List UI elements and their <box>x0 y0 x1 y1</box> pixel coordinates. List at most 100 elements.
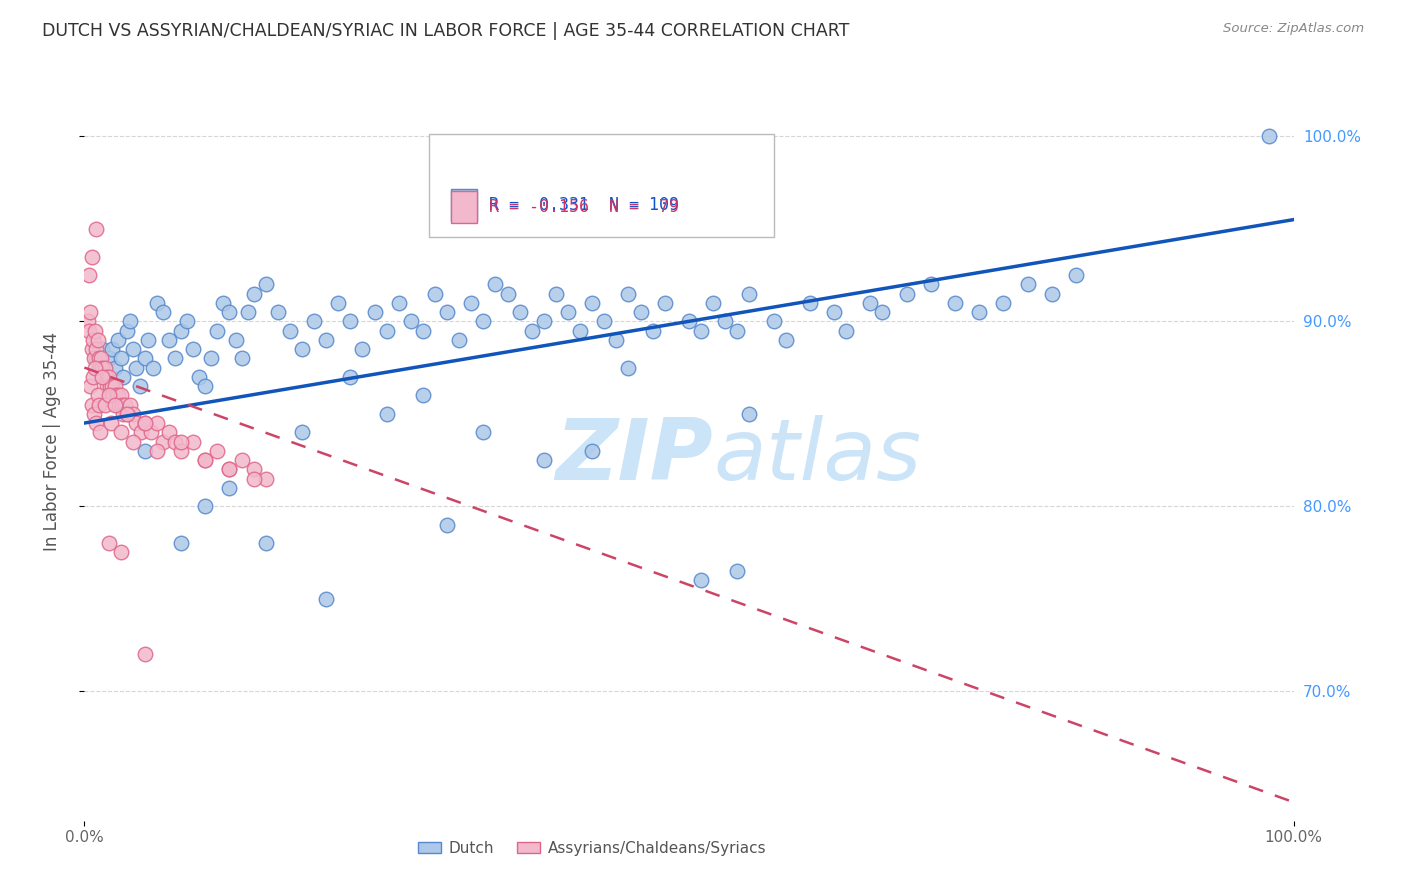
Point <box>125 360 148 375</box>
Point <box>82 333 104 347</box>
Point <box>617 360 640 375</box>
Point <box>94 369 117 384</box>
Point <box>436 305 458 319</box>
Point <box>110 545 132 559</box>
Point <box>859 296 882 310</box>
Point <box>97 351 120 366</box>
Point <box>399 314 422 328</box>
Point <box>1040 286 1063 301</box>
Point <box>194 500 217 514</box>
Point <box>134 416 156 430</box>
Point <box>104 360 127 375</box>
Point <box>100 388 122 402</box>
Point <box>569 324 592 338</box>
Point <box>134 351 156 366</box>
Point <box>86 342 108 356</box>
Point <box>101 342 124 356</box>
Point <box>496 286 519 301</box>
Point <box>83 407 105 421</box>
Point <box>967 305 990 319</box>
Point <box>218 462 240 476</box>
Point <box>94 398 117 412</box>
Point <box>291 342 314 356</box>
Point <box>181 434 204 449</box>
Point <box>943 296 966 310</box>
Point <box>267 305 290 319</box>
Point <box>176 314 198 328</box>
Point <box>170 536 193 550</box>
Point <box>97 369 120 384</box>
Point <box>254 277 277 292</box>
Point <box>762 314 785 328</box>
Point <box>121 407 143 421</box>
Point <box>339 314 361 328</box>
Text: R = -0.156  N =  79: R = -0.156 N = 79 <box>489 198 679 216</box>
Point <box>103 388 125 402</box>
Text: Source: ZipAtlas.com: Source: ZipAtlas.com <box>1223 22 1364 36</box>
Point <box>114 398 136 412</box>
Point <box>152 434 174 449</box>
Bar <box>451 191 478 223</box>
Point <box>170 324 193 338</box>
Point <box>605 333 627 347</box>
Point <box>581 443 603 458</box>
Point <box>79 305 101 319</box>
Point <box>90 351 112 366</box>
Point <box>557 305 579 319</box>
Point <box>375 407 398 421</box>
Point <box>412 388 434 402</box>
Point <box>107 333 129 347</box>
Point <box>544 286 567 301</box>
Point <box>339 369 361 384</box>
Point <box>170 434 193 449</box>
Point <box>1064 268 1087 282</box>
Point <box>375 324 398 338</box>
Point <box>96 379 118 393</box>
Point <box>581 296 603 310</box>
Point <box>641 324 664 338</box>
Text: atlas: atlas <box>713 415 921 499</box>
Point <box>110 351 132 366</box>
Point <box>231 351 253 366</box>
Point <box>799 296 821 310</box>
Point <box>86 351 108 366</box>
Point <box>738 286 761 301</box>
Point <box>157 425 180 440</box>
Point <box>242 462 264 476</box>
Point <box>84 360 107 375</box>
Point <box>231 453 253 467</box>
Point <box>170 443 193 458</box>
Point <box>509 305 531 319</box>
Point <box>152 305 174 319</box>
Point <box>94 369 117 384</box>
Point <box>134 416 156 430</box>
Point <box>212 296 235 310</box>
Point <box>138 333 160 347</box>
Point <box>236 305 259 319</box>
Point <box>77 314 100 328</box>
Point <box>86 388 108 402</box>
Point <box>690 573 713 587</box>
Point <box>80 342 103 356</box>
Point <box>97 536 120 550</box>
Point <box>363 305 385 319</box>
Text: R =  0.331  N = 109: R = 0.331 N = 109 <box>489 196 679 214</box>
Point <box>352 342 374 356</box>
Point <box>97 388 120 402</box>
Point <box>82 369 104 384</box>
Point <box>77 268 100 282</box>
Point <box>1258 129 1281 144</box>
Point <box>593 314 616 328</box>
Point <box>533 453 555 467</box>
Point <box>775 333 797 347</box>
Point <box>104 388 127 402</box>
Point <box>328 296 350 310</box>
Point <box>823 305 845 319</box>
Point <box>89 360 111 375</box>
FancyBboxPatch shape <box>429 135 773 236</box>
Point <box>134 443 156 458</box>
Point <box>129 379 152 393</box>
Point <box>472 425 495 440</box>
Point <box>107 388 129 402</box>
Point <box>93 369 115 384</box>
